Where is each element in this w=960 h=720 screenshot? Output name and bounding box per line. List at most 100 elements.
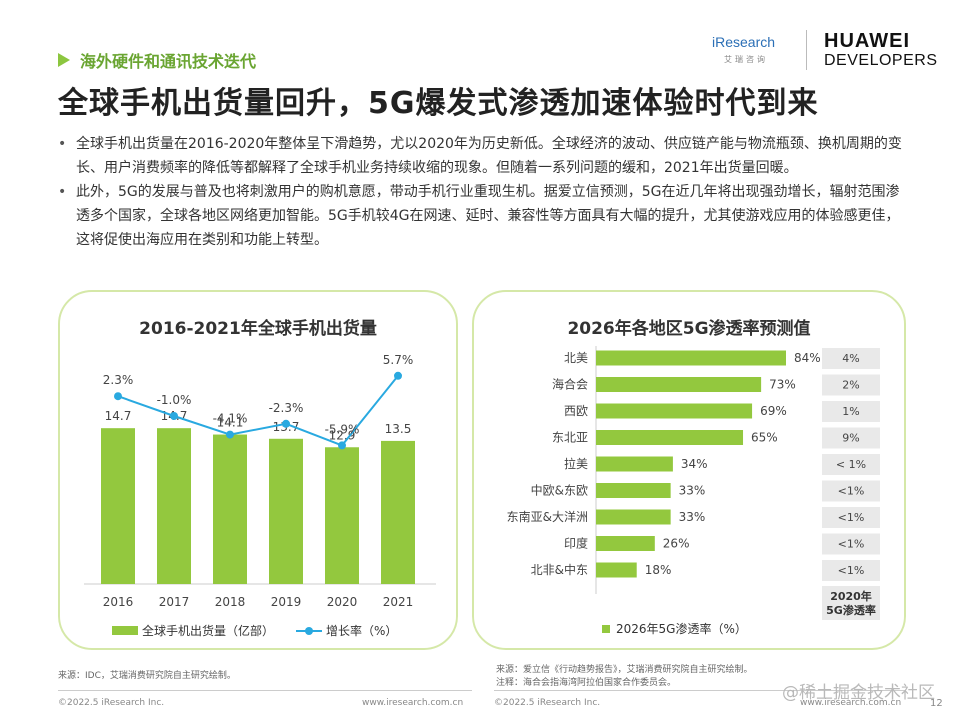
growth-rate-point [114, 392, 122, 401]
footer-copyright-left: ©2022.5 iResearch Inc. [58, 698, 165, 708]
y-tick-label: 西欧 [564, 404, 588, 418]
x-tick-label: 2016 [103, 595, 134, 609]
logo-divider [806, 30, 807, 70]
penetration-chart-title: 2026年各地区5G渗透率预测值 [567, 319, 811, 339]
bullet-item: 全球手机出货量在2016-2020年整体呈下滑趋势，尤以2020年为历史新低。全… [58, 132, 908, 180]
side-column-header: 2020年 [830, 589, 872, 603]
legend-bar-swatch [602, 624, 610, 633]
growth-rate-label: -4.1% [213, 412, 248, 426]
growth-rate-point [282, 419, 290, 428]
legend-line-label: 增长率（%） [326, 624, 398, 638]
bar-value-label: 69% [760, 404, 787, 418]
y-tick-label: 北非&中东 [531, 562, 588, 577]
side-column-cell [822, 348, 880, 369]
x-tick-label: 2021 [383, 595, 414, 609]
side-column-value: 2% [842, 379, 859, 392]
huawei-logo-line2: DEVELOPERS [824, 52, 938, 69]
huawei-logo-line1: HUAWEI [824, 30, 910, 52]
iresearch-logo-word: iResearch [712, 34, 776, 50]
bullet-list: 全球手机出货量在2016-2020年整体呈下滑趋势，尤以2020年为历史新低。全… [58, 132, 908, 252]
side-column-value: 1% [842, 405, 859, 418]
bar-penetration-2026 [596, 430, 744, 445]
penetration-legend: 2026年5G渗透率（%） [602, 620, 747, 637]
iresearch-logo-sub: 艾瑞咨询 [724, 55, 768, 64]
growth-rate-label: 2.3% [103, 373, 134, 387]
legend-line-swatch [296, 626, 323, 635]
x-tick-label: 2018 [215, 595, 246, 609]
bar-penetration-2026 [596, 456, 673, 472]
y-tick-label: 北美 [564, 351, 588, 365]
footer-divider-right [494, 690, 906, 691]
bar-value-label: 33% [679, 484, 706, 498]
growth-rate-point [338, 441, 346, 450]
x-tick-label: 2017 [159, 595, 190, 609]
bar-value-label: 14.1 [217, 416, 244, 430]
bar-penetration-2026 [596, 403, 753, 419]
side-column-value: <1% [838, 485, 865, 498]
side-column-cell [822, 533, 880, 555]
triangle-icon [58, 53, 70, 67]
side-column-cell [822, 374, 880, 396]
watermark: @稀土掘金技术社区 [782, 683, 935, 703]
right-source-line: 来源：爱立信《行动趋势报告》，艾瑞消费研究院自主研究绘制。 [496, 665, 753, 675]
side-column-value: 4% [842, 352, 859, 365]
x-tick-label: 2020 [327, 595, 358, 609]
side-column-header: 5G渗透率 [826, 603, 876, 617]
legend-bar-swatch [112, 626, 138, 635]
bar-shipments [213, 434, 247, 584]
bar-penetration-2026 [596, 509, 671, 525]
page-title: 全球手机出货量回升，5G爆发式渗透加速体验时代到来 [58, 86, 819, 121]
section-label: 海外硬件和通讯技术迭代 [80, 52, 257, 71]
bar-shipments [269, 438, 303, 584]
bar-value-label: 14.7 [105, 409, 132, 423]
growth-rate-label: -1.0% [157, 393, 192, 407]
bar-value-label: 84% [794, 351, 821, 365]
shipments-chart-panel: 2016-2021年全球手机出货量 14.7201614.7201714.120… [58, 290, 458, 650]
bar-value-label: 18% [645, 563, 672, 577]
side-column-cell [822, 401, 880, 422]
legend-bar-label: 2026年5G渗透率（%） [616, 622, 747, 636]
side-column-cell [822, 427, 880, 449]
side-column-cell [822, 480, 880, 502]
bar-shipments [157, 428, 191, 584]
bar-value-label: 26% [663, 537, 690, 551]
page-number: 12 [930, 698, 943, 709]
bar-value-label: 33% [679, 510, 706, 524]
y-tick-label: 东南亚&大洋洲 [507, 509, 588, 524]
shipments-legend: 全球手机出货量（亿部） 增长率（%） [112, 622, 397, 639]
bar-value-label: 34% [681, 457, 708, 471]
side-column-cell [822, 454, 880, 475]
bar-value-label: 13.5 [385, 422, 412, 436]
legend-bar-label: 全球手机出货量（亿部） [142, 624, 275, 638]
bar-penetration-2026 [596, 562, 637, 578]
side-column-cell [822, 507, 880, 528]
footer-url-left: www.iresearch.com.cn [362, 698, 464, 708]
side-column-value: <1% [838, 564, 865, 577]
penetration-chart-panel: 2026年各地区5G渗透率预测值 北美 84% 4% 海合会 73% 2% 西欧 69% 1% 东… [472, 290, 906, 650]
bar-value-label: 73% [769, 378, 796, 392]
left-source-note: 来源：IDC，艾瑞消费研究院自主研究绘制。 [58, 671, 236, 681]
side-column-value: <1% [838, 511, 865, 524]
side-column-value: < 1% [836, 458, 866, 471]
side-column-value: <1% [838, 538, 865, 551]
right-source-note: 来源：爱立信《行动趋势报告》，艾瑞消费研究院自主研究绘制。 注释：海合会指海湾阿… [496, 664, 753, 690]
side-column-value: 9% [842, 432, 859, 445]
section-tag: 海外硬件和通讯技术迭代 [58, 48, 256, 72]
growth-rate-point [226, 430, 234, 439]
x-tick-label: 2019 [271, 595, 302, 609]
y-tick-label: 海合会 [552, 377, 588, 392]
bar-penetration-2026 [596, 536, 655, 551]
y-tick-label: 拉美 [564, 456, 588, 471]
right-note-line: 注释：海合会指海湾阿拉伯国家合作委员会。 [496, 678, 677, 688]
y-tick-label: 中欧&东欧 [531, 483, 588, 498]
bar-shipments [101, 428, 135, 584]
y-tick-label: 东北亚 [552, 431, 588, 445]
bar-penetration-2026 [596, 483, 671, 498]
bar-shipments [325, 447, 359, 584]
bar-shipments [381, 440, 415, 584]
bar-value-label: 65% [751, 431, 778, 445]
footer-copyright-right: ©2022.5 iResearch Inc. [494, 698, 601, 708]
y-tick-label: 印度 [564, 536, 588, 551]
growth-rate-point [394, 371, 402, 380]
growth-rate-line [117, 375, 399, 447]
